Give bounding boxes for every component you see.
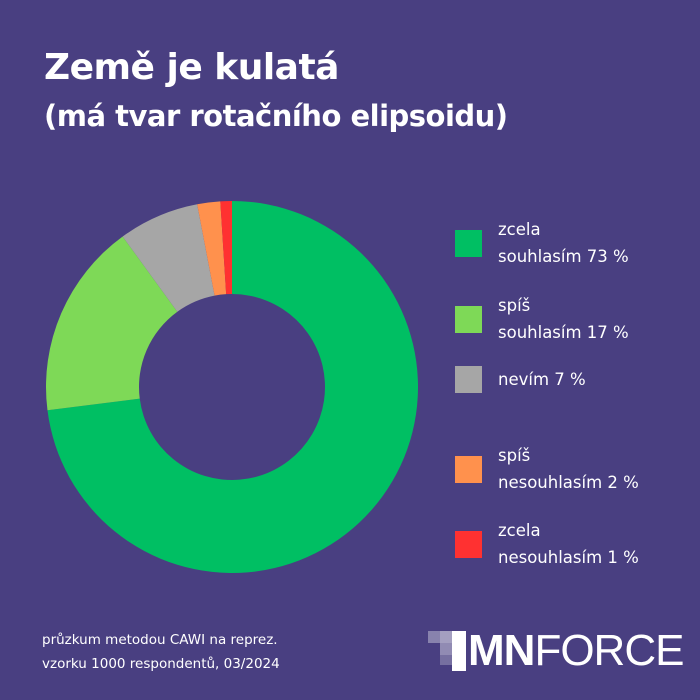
legend-item: spíš nesouhlasím 2 % xyxy=(455,442,698,496)
donut-slice-4 xyxy=(197,201,227,296)
logo-text-light: FORCE xyxy=(534,626,684,675)
donut-slice-1 xyxy=(47,201,419,573)
legend-swatch xyxy=(455,366,482,393)
legend-label-line1: zcela xyxy=(498,220,541,239)
legend-label-line2: nesouhlasím 2 % xyxy=(498,473,639,492)
legend-label-line1: spíš xyxy=(498,296,531,315)
mnforce-logo: MNFORCE xyxy=(428,629,684,673)
chart-title: Země je kulatá xyxy=(44,47,339,88)
legend-item: nevím 7 % xyxy=(455,366,698,393)
legend-item: zcela nesouhlasím 1 % xyxy=(455,517,698,571)
legend-swatch xyxy=(455,305,482,333)
chart-subtitle: (má tvar rotačního elipsoidu) xyxy=(44,99,508,133)
legend-swatch xyxy=(455,455,482,483)
legend-label: zcela nesouhlasím 1 % xyxy=(498,517,698,571)
legend-swatch xyxy=(455,229,482,257)
legend-item: zcela souhlasím 73 % xyxy=(455,216,698,270)
survey-note-line2: vzorku 1000 respondentů, 03/2024 xyxy=(42,656,280,672)
logo-text-bold: MN xyxy=(468,626,535,675)
legend-label: zcela souhlasím 73 % xyxy=(498,216,698,270)
donut-slice-3 xyxy=(122,204,215,312)
donut-slice-2 xyxy=(45,236,178,411)
legend-label: nevím 7 % xyxy=(498,366,698,393)
legend-label: spíš nesouhlasím 2 % xyxy=(498,442,698,496)
legend-label-line2: nesouhlasím 1 % xyxy=(498,548,639,567)
legend-label-line2: nevím 7 % xyxy=(498,370,586,389)
logo-pixel-icon xyxy=(428,631,468,671)
legend-label: spíš souhlasím 17 % xyxy=(498,292,698,346)
survey-note-line1: průzkum metodou CAWI na reprez. xyxy=(42,632,278,648)
legend-label-line1: zcela xyxy=(498,521,541,540)
legend-swatch xyxy=(455,530,482,558)
legend-label-line1: spíš xyxy=(498,446,531,465)
legend-item: spíš souhlasím 17 % xyxy=(455,292,698,346)
donut-slice-5 xyxy=(220,201,232,295)
legend-label-line2: souhlasím 17 % xyxy=(498,323,629,342)
survey-note: průzkum metodou CAWI na reprez. vzorku 1… xyxy=(42,628,280,676)
legend-label-line2: souhlasím 73 % xyxy=(498,247,629,266)
